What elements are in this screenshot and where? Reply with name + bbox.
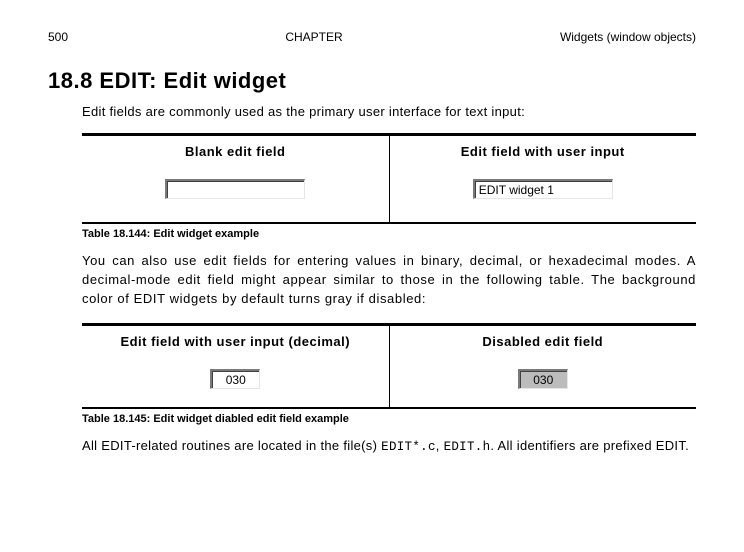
section-title: 18.8 EDIT: Edit widget (48, 68, 696, 94)
cell-title: Blank edit field (88, 144, 383, 159)
files-sep: , (436, 438, 444, 453)
table-row: Edit field with user input (decimal) 030… (82, 326, 696, 407)
cell-title: Disabled edit field (396, 334, 691, 349)
intro-paragraph: Edit fields are commonly used as the pri… (82, 104, 696, 119)
filename-1: EDIT*.c (381, 440, 436, 454)
table-caption-2: Table 18.145: Edit widget diabled edit f… (82, 413, 696, 425)
edit-field-disabled: 030 (518, 369, 568, 389)
page-header: 500 CHAPTER Widgets (window objects) (48, 30, 696, 44)
table-cell-blank: Blank edit field (82, 136, 389, 222)
page-number: 500 (48, 30, 68, 44)
table-caption-1: Table 18.144: Edit widget example (82, 228, 696, 240)
table-row: Blank edit field Edit field with user in… (82, 136, 696, 222)
files-prefix: All EDIT-related routines are located in… (82, 438, 381, 453)
cell-title: Edit field with user input (396, 144, 691, 159)
paragraph-2: You can also use edit fields for enterin… (82, 252, 696, 309)
table-cell-decimal: Edit field with user input (decimal) 030 (82, 326, 389, 407)
edit-field-blank[interactable] (165, 179, 305, 199)
files-paragraph: All EDIT-related routines are located in… (82, 437, 696, 456)
table-cell-disabled: Disabled edit field 030 (389, 326, 697, 407)
document-page: 500 CHAPTER Widgets (window objects) 18.… (0, 0, 744, 476)
filename-2: EDIT.h (444, 440, 491, 454)
section-label: Widgets (window objects) (560, 30, 696, 44)
cell-title: Edit field with user input (decimal) (88, 334, 383, 349)
files-suffix: . All identifiers are prefixed EDIT. (490, 438, 689, 453)
edit-field-decimal[interactable]: 030 (210, 369, 260, 389)
edit-field-userinput[interactable]: EDIT widget 1 (473, 179, 613, 199)
table-cell-userinput: Edit field with user input EDIT widget 1 (389, 136, 697, 222)
example-table-1: Blank edit field Edit field with user in… (82, 133, 696, 224)
chapter-label: CHAPTER (285, 30, 342, 44)
example-table-2: Edit field with user input (decimal) 030… (82, 323, 696, 409)
